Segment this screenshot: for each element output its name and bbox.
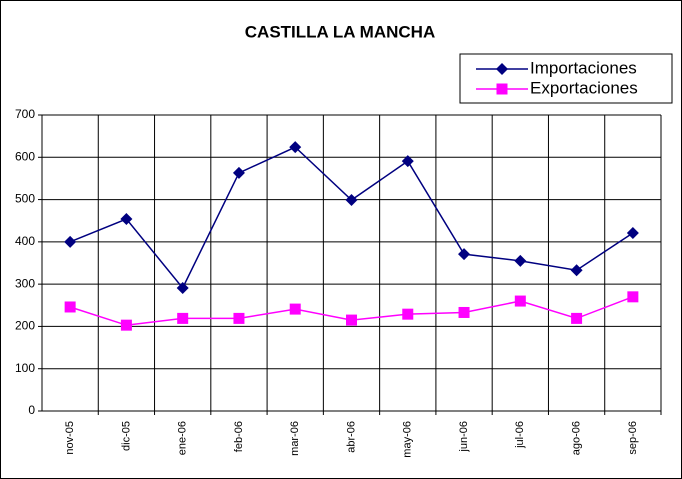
data-point (64, 301, 76, 313)
legend-label: Exportaciones (530, 78, 638, 97)
data-point (232, 166, 245, 179)
legend-box (459, 53, 673, 104)
data-point (289, 303, 301, 315)
legend-marker (496, 83, 508, 95)
legend-label: Importaciones (530, 58, 637, 77)
data-point (401, 155, 414, 168)
y-tick-label: 0 (28, 403, 35, 417)
x-tick-label: abr-06 (345, 421, 357, 453)
data-point (458, 248, 471, 261)
data-point (570, 264, 583, 277)
y-tick-label: 200 (15, 319, 35, 333)
y-tick-label: 100 (15, 361, 35, 375)
x-tick-label: jun-06 (458, 421, 470, 453)
x-tick-label: ene-06 (177, 421, 189, 455)
data-point (571, 312, 583, 324)
x-tick-label: ago-06 (570, 421, 582, 455)
data-point (402, 308, 414, 320)
x-tick-label: nov-05 (64, 421, 76, 455)
x-tick-label: feb-06 (233, 421, 245, 452)
data-point (177, 312, 189, 324)
chart-title: CASTILLA LA MANCHA (245, 22, 435, 41)
data-point (289, 141, 302, 154)
y-tick-label: 500 (15, 192, 35, 206)
y-tick-label: 600 (15, 149, 35, 163)
data-point (627, 291, 639, 303)
data-point (458, 306, 470, 318)
data-point (176, 281, 189, 294)
x-tick-label: mar-06 (289, 421, 301, 456)
x-tick-label: sep-06 (627, 421, 639, 455)
x-tick-label: jul-06 (514, 421, 526, 449)
x-tick-label: dic-05 (120, 421, 132, 451)
y-tick-label: 300 (15, 276, 35, 290)
data-point (626, 226, 639, 239)
data-point (514, 295, 526, 307)
data-point (64, 235, 77, 248)
x-tick-label: may-06 (402, 421, 414, 458)
y-tick-label: 400 (15, 234, 35, 248)
legend-marker (496, 63, 508, 75)
data-point (345, 193, 358, 206)
data-point (514, 254, 527, 267)
y-tick-label: 700 (15, 107, 35, 121)
data-point (120, 319, 132, 331)
data-point (346, 314, 357, 326)
data-point (233, 312, 245, 324)
data-point (120, 213, 133, 226)
